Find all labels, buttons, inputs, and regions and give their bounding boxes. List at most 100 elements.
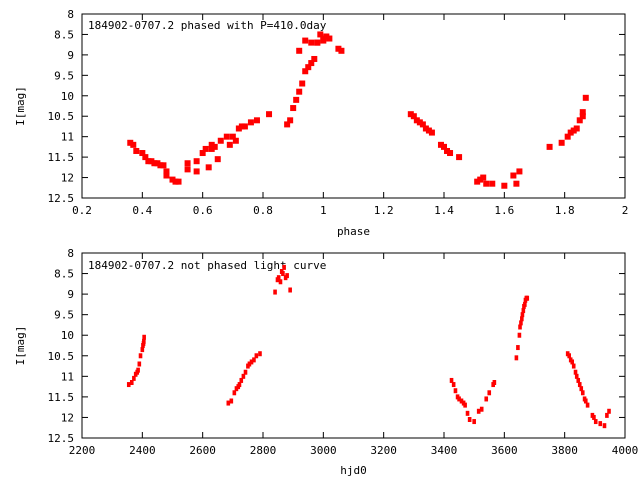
data-point xyxy=(579,386,584,392)
data-point xyxy=(513,180,520,187)
data-point xyxy=(254,353,259,359)
x-tick-label: 2600 xyxy=(189,444,216,457)
data-point xyxy=(574,373,579,379)
data-point xyxy=(607,408,611,414)
x-tick-label: 2400 xyxy=(129,444,156,457)
data-point xyxy=(456,154,463,161)
x-tick-label: 3800 xyxy=(551,444,578,457)
data-point xyxy=(520,316,524,322)
data-point xyxy=(130,141,137,148)
data-point xyxy=(492,380,497,385)
data-point xyxy=(451,382,456,388)
data-point xyxy=(249,359,254,365)
data-point xyxy=(284,121,291,128)
data-point xyxy=(592,414,596,420)
data-point xyxy=(238,123,245,130)
data-point xyxy=(202,145,209,152)
data-point xyxy=(428,129,435,136)
data-point xyxy=(163,168,170,175)
data-point xyxy=(585,402,590,408)
x-tick-label: 3000 xyxy=(310,444,337,457)
data-point xyxy=(148,158,155,165)
data-point xyxy=(308,39,315,46)
x-tick-label: 4000 xyxy=(612,444,639,457)
x-tick-label: 1 xyxy=(320,204,327,217)
y-tick-label: 12.5 xyxy=(48,432,75,445)
data-point xyxy=(422,125,429,132)
x-tick-label: 1.6 xyxy=(494,204,514,217)
data-point xyxy=(510,172,517,179)
data-point xyxy=(413,117,420,124)
data-point xyxy=(579,113,586,120)
data-point xyxy=(571,363,576,369)
data-point xyxy=(296,47,303,54)
data-point xyxy=(580,390,585,396)
data-point xyxy=(558,139,565,146)
data-point xyxy=(214,156,221,163)
y-tick-label: 12 xyxy=(61,411,74,424)
y-tick-label: 11 xyxy=(61,131,74,144)
data-point xyxy=(338,47,345,54)
data-point xyxy=(127,139,134,146)
data-point xyxy=(139,150,146,157)
data-point xyxy=(302,68,309,75)
data-point xyxy=(447,150,454,157)
data-point xyxy=(407,111,414,118)
data-point xyxy=(302,37,309,44)
data-point xyxy=(323,33,330,40)
data-point xyxy=(232,137,239,144)
data-point xyxy=(320,37,327,44)
data-point xyxy=(247,119,254,126)
data-point xyxy=(247,361,252,367)
data-point xyxy=(579,109,586,116)
data-point xyxy=(193,168,200,175)
data-series xyxy=(126,264,611,429)
data-point xyxy=(217,137,224,144)
data-point xyxy=(133,147,140,154)
x-tick-label: 1.2 xyxy=(374,204,394,217)
x-axis-label: phase xyxy=(337,225,370,238)
data-point xyxy=(577,382,582,388)
data-point xyxy=(253,117,260,124)
data-point xyxy=(229,398,234,404)
data-point xyxy=(282,264,286,270)
data-point xyxy=(573,125,580,132)
data-point xyxy=(523,301,527,307)
data-point xyxy=(243,369,248,375)
data-point xyxy=(525,295,530,301)
data-point xyxy=(465,410,470,416)
y-tick-label: 10 xyxy=(61,329,74,342)
data-point xyxy=(514,355,519,361)
data-point xyxy=(305,64,312,71)
data-point xyxy=(138,353,143,359)
data-point xyxy=(205,164,212,171)
data-point xyxy=(437,141,444,148)
y-tick-label: 10 xyxy=(61,90,74,103)
data-point xyxy=(296,88,303,95)
y-tick-label: 8.5 xyxy=(54,28,74,41)
y-tick-label: 12 xyxy=(61,172,74,185)
data-point xyxy=(140,347,145,353)
data-point xyxy=(160,162,167,169)
x-tick-label: 2 xyxy=(622,204,629,217)
data-point xyxy=(241,123,248,130)
data-point xyxy=(605,412,609,418)
data-point xyxy=(517,332,522,338)
data-point xyxy=(175,178,182,185)
data-point xyxy=(564,133,571,140)
data-point xyxy=(285,273,289,279)
data-point xyxy=(501,182,508,189)
data-point xyxy=(142,154,149,161)
y-tick-label: 11 xyxy=(61,370,74,383)
data-point xyxy=(444,147,451,154)
data-point xyxy=(519,320,523,326)
data-point xyxy=(132,375,136,381)
data-point xyxy=(317,31,324,38)
y-tick-label: 9 xyxy=(67,288,74,301)
data-point xyxy=(136,367,140,373)
x-tick-label: 0.6 xyxy=(193,204,213,217)
data-point xyxy=(288,287,292,293)
y-tick-label: 8 xyxy=(67,247,74,260)
x-tick-label: 2200 xyxy=(69,444,96,457)
data-point xyxy=(477,176,484,183)
